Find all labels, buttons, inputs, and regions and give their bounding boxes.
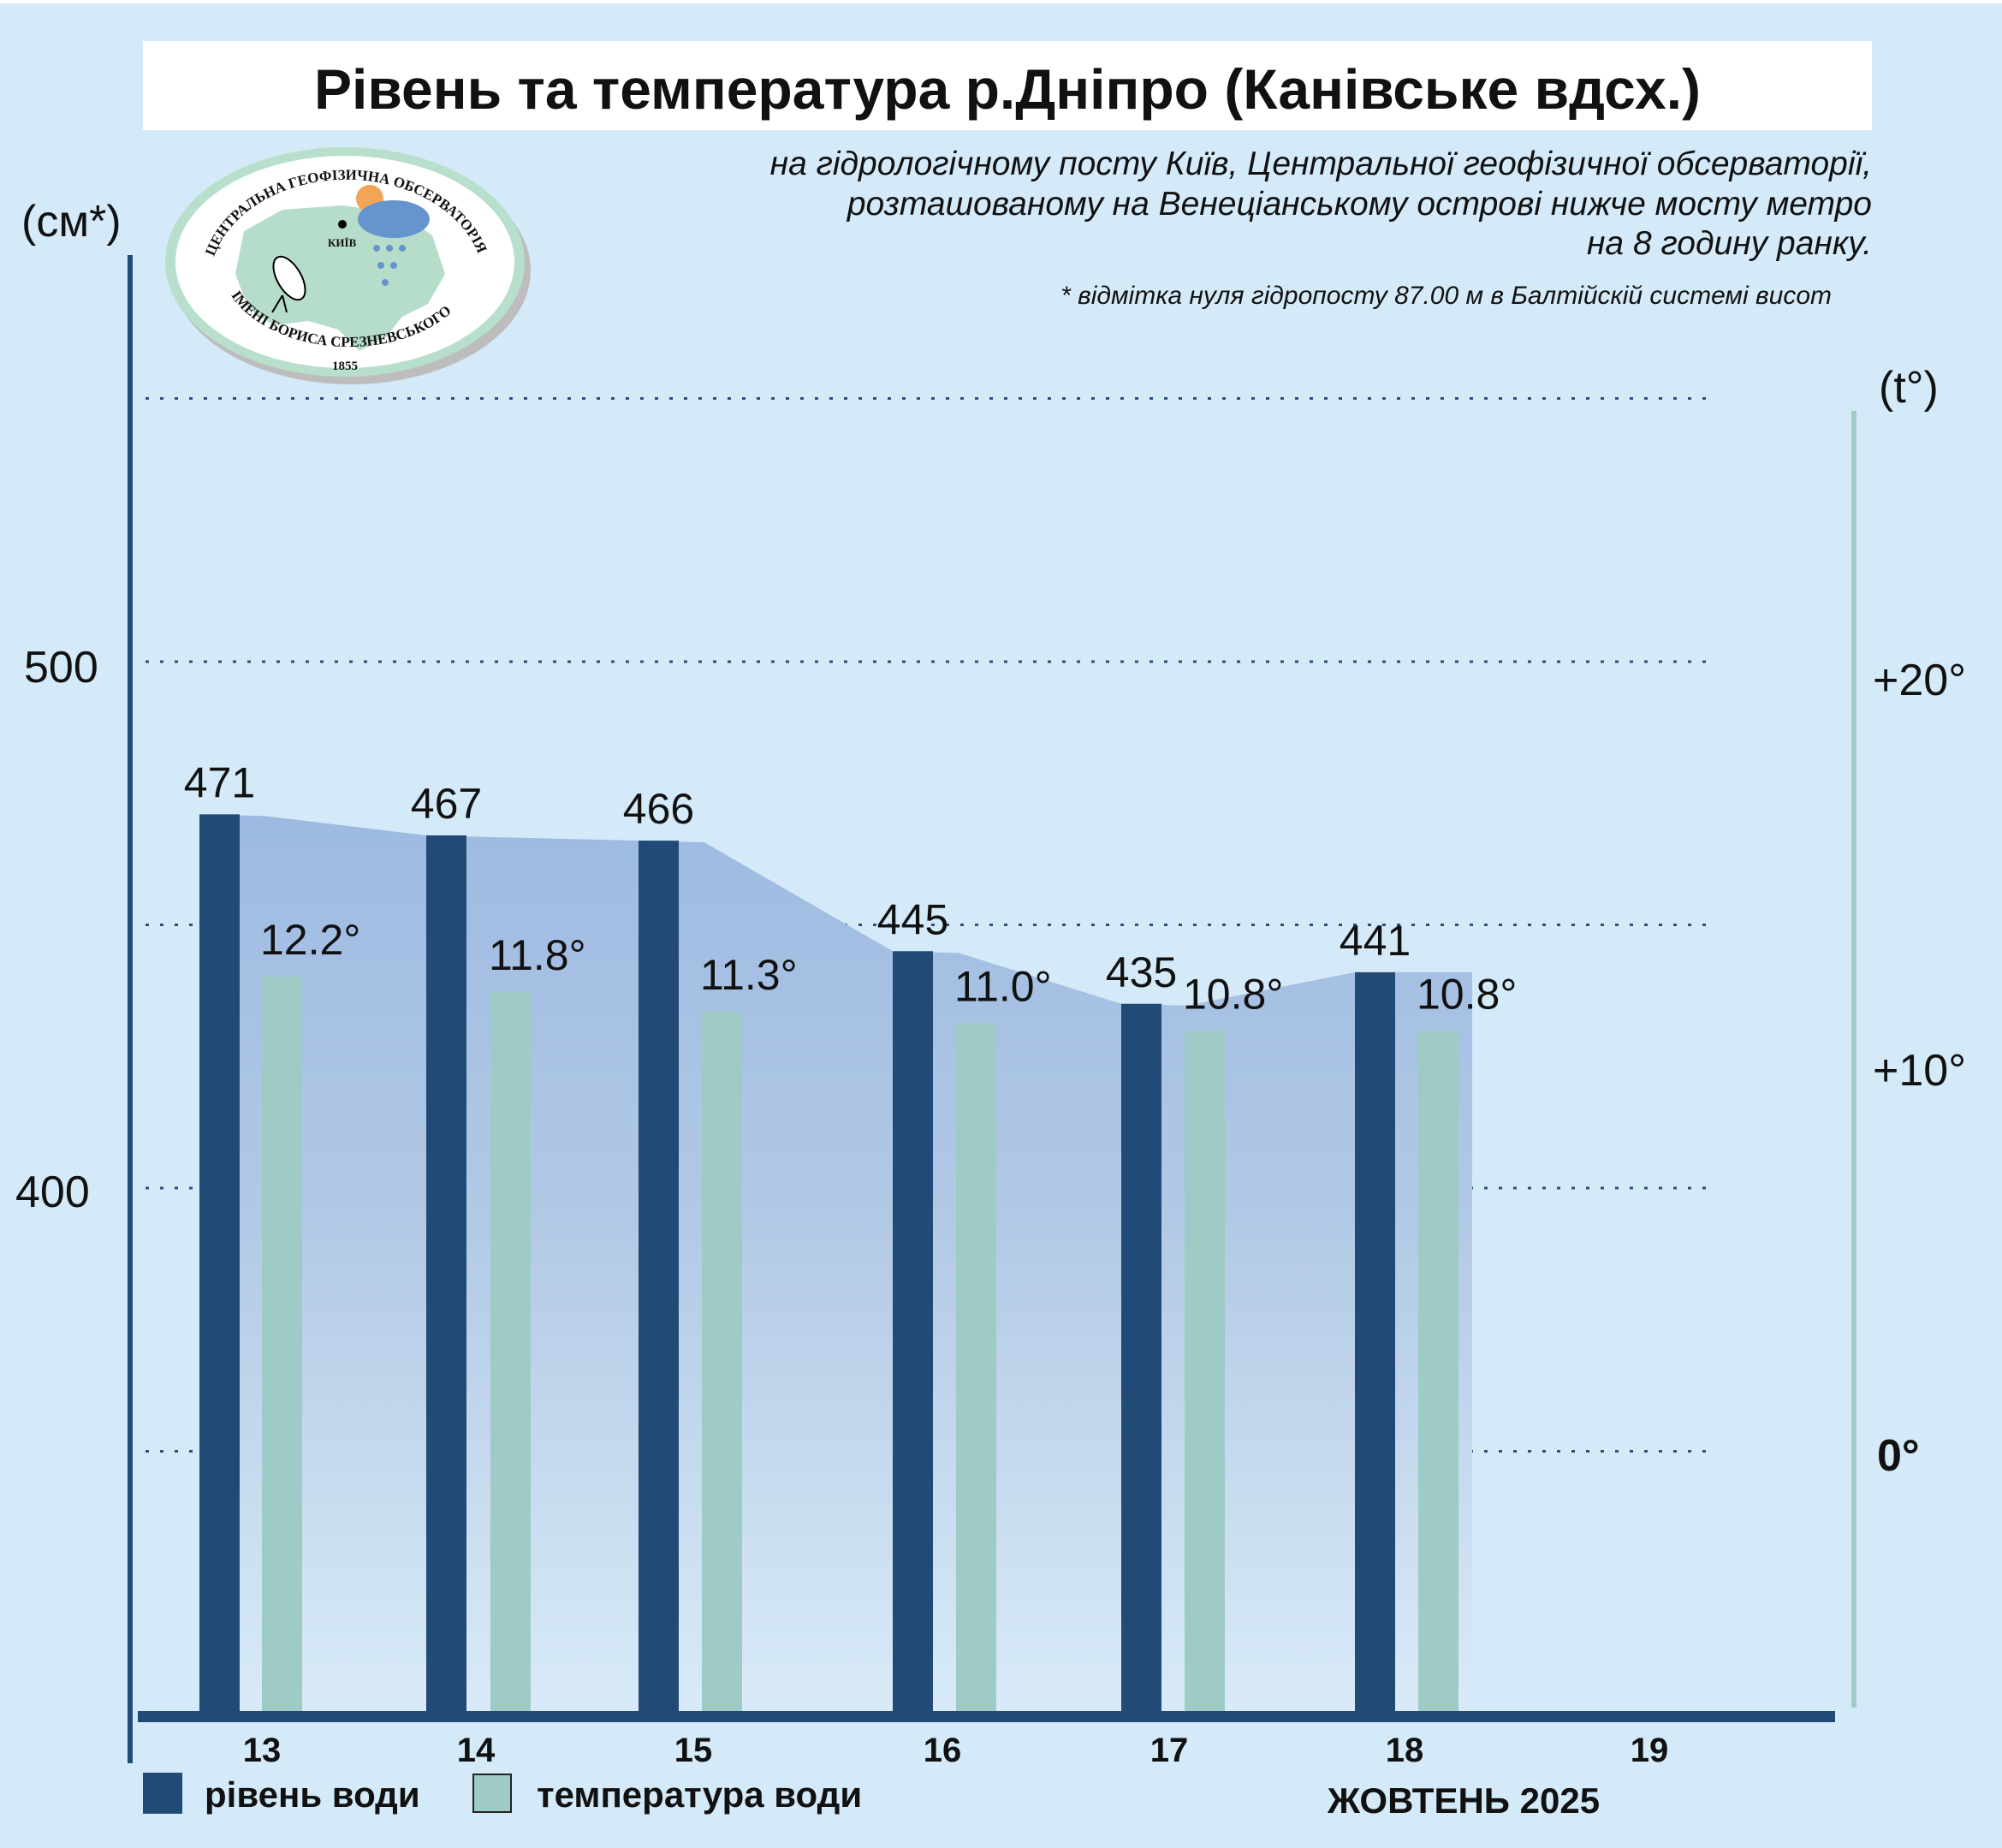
temperature-bar-18 — [1418, 1031, 1458, 1714]
page-border — [0, 0, 2002, 3]
level-label-15: 466 — [623, 785, 694, 833]
left-axis-unit: (см*) — [21, 197, 122, 247]
level-bar-13 — [199, 814, 240, 1714]
left-axis-line — [128, 255, 133, 1763]
bars — [199, 814, 1458, 1715]
temperature-label-17: 10.8° — [1183, 971, 1283, 1019]
footnote: * відмітка нуля гідропосту 87.00 м в Бал… — [1060, 282, 1832, 310]
x-tick-17: 17 — [1150, 1732, 1189, 1769]
logo-city: КИЇВ — [328, 236, 357, 249]
right-tick-20: +20° — [1873, 656, 1966, 705]
subtitle-line-2: розташованому на Венеціанському острові … — [847, 186, 1872, 223]
x-tick-14: 14 — [457, 1732, 496, 1769]
baseline — [138, 1711, 1835, 1722]
temperature-bar-16 — [956, 1023, 996, 1714]
level-label-13: 471 — [184, 758, 255, 806]
temperature-label-15: 11.3° — [700, 951, 798, 999]
legend-swatch-level — [143, 1773, 182, 1814]
temperature-label-16: 11.0° — [954, 963, 1052, 1011]
level-label-18: 441 — [1340, 917, 1411, 965]
cloud-icon — [358, 200, 430, 238]
x-tick-19: 19 — [1631, 1732, 1669, 1769]
temperature-label-18: 10.8° — [1417, 971, 1517, 1019]
level-bar-18 — [1355, 972, 1395, 1714]
level-bar-15 — [639, 841, 679, 1714]
value-labels: 471 467 466 445 435 441 12.2° 11.8° 11.3° 11.0° 10… — [184, 758, 1518, 1018]
right-tick-10: +10° — [1873, 1046, 1966, 1096]
x-axis-title: ЖОВТЕНЬ 2025 — [1327, 1780, 1600, 1821]
temperature-bar-13 — [262, 976, 302, 1714]
right-tick-0: 0° — [1877, 1431, 1920, 1481]
level-bar-17 — [1121, 1003, 1161, 1714]
level-bar-14 — [426, 835, 466, 1715]
level-label-16: 445 — [877, 895, 948, 943]
logo-year: 1855 — [332, 359, 358, 373]
left-tick-500: 500 — [24, 643, 98, 692]
title-box — [143, 41, 1872, 130]
radio-telescope-icon — [271, 255, 306, 313]
temperature-label-13: 12.2° — [260, 916, 360, 964]
legend-label-level: рівень води — [205, 1774, 420, 1815]
x-tick-15: 15 — [674, 1732, 713, 1769]
x-tick-13: 13 — [243, 1732, 282, 1769]
temperature-label-14: 11.8° — [489, 931, 586, 979]
level-bar-16 — [893, 951, 933, 1714]
ukraine-map-icon — [235, 205, 445, 351]
x-tick-16: 16 — [924, 1732, 962, 1769]
x-axis-labels: 13 14 15 16 17 18 19 — [243, 1732, 1669, 1769]
x-tick-18: 18 — [1386, 1732, 1424, 1769]
chart-title: Рівень та температура р.Дніпро (Канівськ… — [314, 57, 1701, 121]
temperature-bar-17 — [1185, 1031, 1225, 1714]
subtitle-line-1: на гідрологічному посту Київ, Центрально… — [770, 146, 1872, 182]
subtitle-line-3: на 8 годину ранку. — [1587, 225, 1872, 262]
level-label-14: 467 — [411, 780, 482, 828]
right-axis-unit: (t°) — [1879, 363, 1939, 413]
temperature-bar-14 — [490, 992, 531, 1714]
legend-swatch-temperature — [472, 1774, 512, 1813]
right-axis-line — [1851, 411, 1856, 1708]
observatory-logo: КИЇВ ЦЕНТРАЛЬНА ГЕОФІЗИЧНА ОБСЕРВАТОРІЯ … — [165, 147, 531, 384]
kyiv-dot — [338, 220, 347, 229]
left-tick-400: 400 — [15, 1168, 90, 1217]
temperature-bar-15 — [702, 1011, 742, 1714]
legend-label-temperature: температура води — [537, 1774, 862, 1815]
rain-drops-icon — [373, 245, 406, 286]
level-label-17: 435 — [1106, 948, 1177, 996]
legend: рівень води температура води — [143, 1773, 862, 1815]
